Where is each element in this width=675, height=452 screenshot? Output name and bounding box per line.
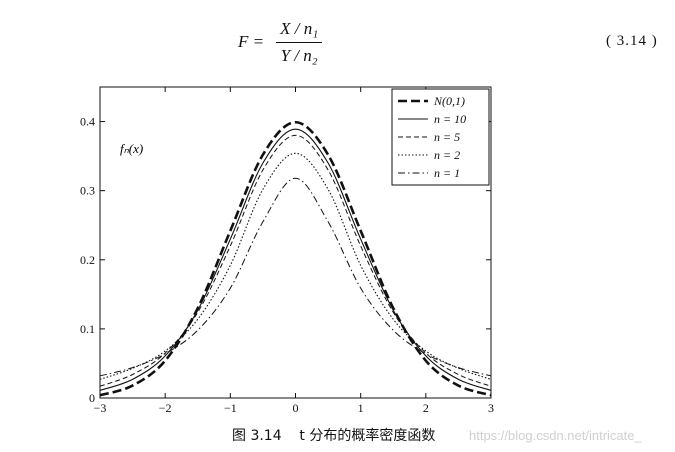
legend-entry: n = 1 bbox=[434, 166, 460, 180]
series-line-n-10 bbox=[99, 128, 492, 391]
legend-entry: n = 10 bbox=[434, 112, 466, 126]
formula-lhs: F = bbox=[238, 32, 265, 51]
y-tick-label: 0.4 bbox=[80, 115, 95, 129]
series-line-n-5 bbox=[99, 134, 492, 387]
legend-entry: N(0,1) bbox=[433, 94, 465, 108]
formula-denominator: Y / n₂ bbox=[280, 45, 318, 65]
x-tick-label: −1 bbox=[224, 401, 237, 415]
x-tick-label: 3 bbox=[488, 401, 494, 415]
legend-entry: n = 2 bbox=[434, 148, 460, 162]
formula-3-14: F = X / n₁ Y / n₂ bbox=[238, 14, 323, 70]
x-tick-label: 0 bbox=[293, 401, 299, 415]
figure-caption: 图 3.14 t 分布的概率密度函数 bbox=[232, 428, 436, 444]
y-tick-label: 0.2 bbox=[80, 253, 95, 267]
x-tick-label: 1 bbox=[358, 401, 364, 415]
series-line-n-1 bbox=[99, 177, 492, 377]
formula-fraction: X / n₁ Y / n₂ bbox=[276, 19, 323, 66]
watermark: https://blog.csdn.net/intricate_ bbox=[469, 428, 642, 443]
legend-box bbox=[391, 88, 490, 186]
equation-number: ( 3.14 ) bbox=[606, 33, 658, 49]
x-tick-label: −3 bbox=[94, 401, 107, 415]
series-line-n-0-1 bbox=[99, 120, 492, 397]
y-tick-label: 0.3 bbox=[80, 184, 95, 198]
series-line-n-2 bbox=[99, 152, 492, 380]
legend-entry: n = 5 bbox=[434, 130, 460, 144]
y-tick-label: 0.1 bbox=[80, 322, 95, 336]
formula-numerator: X / n₁ bbox=[276, 19, 323, 43]
y-axis-title: fₙ(x) bbox=[120, 141, 143, 156]
x-tick-label: 2 bbox=[423, 401, 429, 415]
y-tick-label: 0 bbox=[89, 391, 95, 405]
x-tick-label: −2 bbox=[159, 401, 172, 415]
